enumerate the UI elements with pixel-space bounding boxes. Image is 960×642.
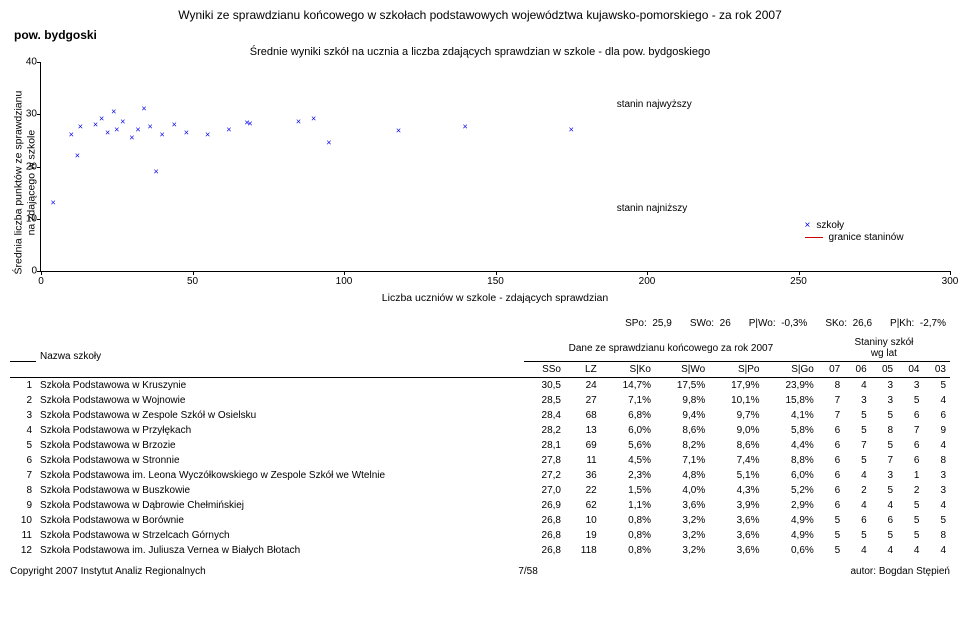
data-point: × [462, 124, 469, 131]
table-row: 12Szkoła Podstawowa im. Juliusza Vernea … [10, 543, 950, 558]
data-point: × [77, 124, 84, 131]
copyright: Copyright 2007 Instytut Analiz Regionaln… [10, 566, 206, 577]
data-point: × [113, 126, 120, 133]
data-point: × [98, 116, 105, 123]
legend: ×szkołygranice staninów [805, 219, 904, 244]
data-point: × [183, 129, 190, 136]
data-point: × [104, 129, 111, 136]
data-point: × [295, 119, 302, 126]
table-row: 2Szkoła Podstawowa w Wojnowie28,5277,1%9… [10, 393, 950, 408]
data-point: × [74, 153, 81, 160]
chart: Średnia liczba punktów ze sprawdzianuna … [10, 62, 950, 304]
table-row: 11Szkoła Podstawowa w Strzelcach Górnych… [10, 528, 950, 543]
table-row: 4Szkoła Podstawowa w Przyłękach28,2136,0… [10, 423, 950, 438]
data-point: × [128, 134, 135, 141]
page-title: Wyniki ze sprawdzianu końcowego w szkoła… [10, 8, 950, 22]
chart-title: Średnie wyniki szkół na ucznia a liczba … [10, 46, 950, 58]
data-point: × [141, 106, 148, 113]
data-point: × [110, 108, 117, 115]
stats-line: SPo: 25,9 SWo: 26 P|Wo: -0,3% SKo: 26,6 … [14, 318, 946, 329]
table-row: 1Szkoła Podstawowa w Kruszynie30,52414,7… [10, 378, 950, 394]
data-point: × [68, 132, 75, 139]
table-row: 7Szkoła Podstawowa im. Leona Wyczółkowsk… [10, 468, 950, 483]
data-point: × [204, 132, 211, 139]
table-row: 9Szkoła Podstawowa w Dąbrowie Chełmiński… [10, 498, 950, 513]
data-point: × [134, 126, 141, 133]
table-row: 8Szkoła Podstawowa w Buszkowie27,0221,5%… [10, 483, 950, 498]
x-axis-label: Liczba uczniów w szkole - zdających spra… [40, 292, 950, 304]
scatter-plot: ×szkołygranice staninów 0102030400501001… [40, 62, 950, 272]
data-point: × [119, 119, 126, 126]
data-point: × [325, 139, 332, 146]
data-point: × [147, 124, 154, 131]
data-point: × [171, 121, 178, 128]
page-number: 7/58 [518, 566, 537, 577]
results-table: Nazwa szkoły Dane ze sprawdzianu końcowe… [10, 335, 950, 558]
author: autor: Bogdan Stępień [850, 566, 950, 577]
data-point: × [153, 168, 160, 175]
annotation: stanin najwyższy [617, 99, 692, 110]
data-point: × [50, 200, 57, 207]
data-point: × [159, 132, 166, 139]
table-row: 5Szkoła Podstawowa w Brzozie28,1695,6%8,… [10, 438, 950, 453]
region-title: pow. bydgoski [14, 28, 950, 42]
table-row: 3Szkoła Podstawowa w Zespole Szkół w Osi… [10, 408, 950, 423]
data-point: × [395, 127, 402, 134]
page-footer: Copyright 2007 Instytut Analiz Regionaln… [10, 566, 950, 577]
data-point: × [225, 127, 232, 134]
annotation: stanin najniższy [617, 203, 688, 214]
data-point: × [247, 121, 254, 128]
data-point: × [568, 126, 575, 133]
table-row: 6Szkoła Podstawowa w Stronnie27,8114,5%7… [10, 453, 950, 468]
table-row: 10Szkoła Podstawowa w Borównie26,8100,8%… [10, 513, 950, 528]
data-point: × [310, 116, 317, 123]
